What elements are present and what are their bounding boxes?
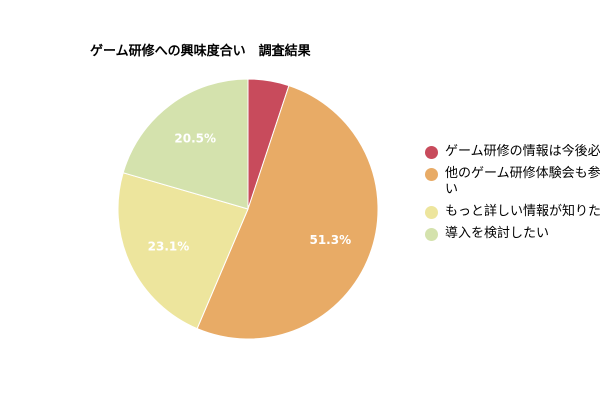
legend-label: 他のゲーム研修体験会も参加したい xyxy=(445,166,600,197)
legend: ゲーム研修の情報は今後必要ない 他のゲーム研修体験会も参加したい もっと詳しい情… xyxy=(425,144,600,248)
legend-swatch xyxy=(425,168,438,181)
legend-item[interactable]: 導入を検討したい xyxy=(425,226,600,242)
legend-label: 導入を検討したい xyxy=(445,226,550,241)
slice-data-label: 51.3% xyxy=(309,233,351,247)
legend-item[interactable]: ゲーム研修の情報は今後必要ない xyxy=(425,144,600,160)
legend-item[interactable]: 他のゲーム研修体験会も参加したい xyxy=(425,166,600,198)
legend-item[interactable]: もっと詳しい情報が知りたい xyxy=(425,204,600,220)
pie-slice[interactable] xyxy=(117,172,249,330)
legend-swatch xyxy=(425,206,438,219)
legend-label: ゲーム研修の情報は今後必要ない xyxy=(445,144,600,159)
legend-swatch xyxy=(425,228,438,241)
legend-label: もっと詳しい情報が知りたい xyxy=(445,204,600,219)
pie-slice[interactable] xyxy=(122,78,249,210)
pie-slice[interactable] xyxy=(196,84,379,340)
chart-title: ゲーム研修への興味度合い 調査結果 xyxy=(90,44,311,59)
slice-data-label: 23.1% xyxy=(148,240,190,254)
legend-swatch xyxy=(425,146,438,159)
slice-data-label: 20.5% xyxy=(174,132,216,146)
